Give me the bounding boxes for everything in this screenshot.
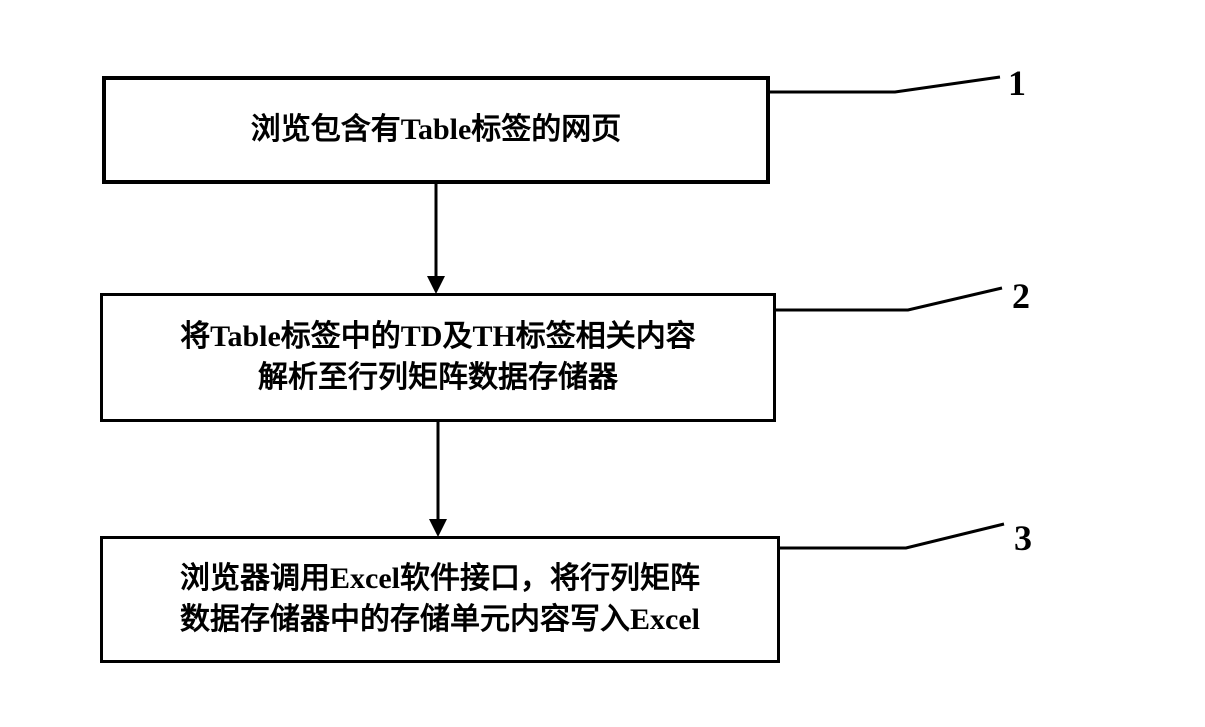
flowchart-node-3: 浏览器调用Excel软件接口，将行列矩阵数据存储器中的存储单元内容写入Excel xyxy=(100,536,780,663)
step-label-1: 1 xyxy=(1008,62,1026,104)
flowchart-node-2: 将Table标签中的TD及TH标签相关内容解析至行列矩阵数据存储器 xyxy=(100,293,776,422)
flowchart-node-1: 浏览包含有Table标签的网页 xyxy=(102,76,770,184)
step-label-2: 2 xyxy=(1012,275,1030,317)
flowchart-canvas: 浏览包含有Table标签的网页 将Table标签中的TD及TH标签相关内容解析至… xyxy=(0,0,1205,727)
flowchart-node-1-text: 浏览包含有Table标签的网页 xyxy=(251,110,622,151)
step-label-3: 3 xyxy=(1014,517,1032,559)
flowchart-node-2-text: 将Table标签中的TD及TH标签相关内容解析至行列矩阵数据存储器 xyxy=(180,317,696,398)
flowchart-node-3-text: 浏览器调用Excel软件接口，将行列矩阵数据存储器中的存储单元内容写入Excel xyxy=(180,559,700,640)
